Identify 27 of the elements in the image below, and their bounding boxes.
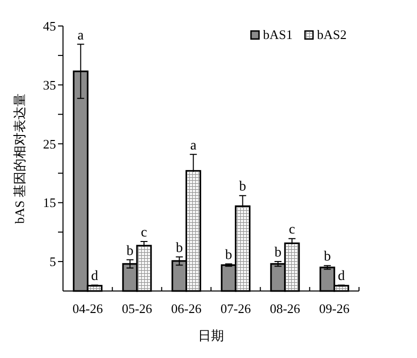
annotation: b bbox=[324, 250, 331, 265]
annotation: b bbox=[274, 246, 282, 261]
y-tick-label: 15 bbox=[43, 195, 56, 210]
annotation: b bbox=[239, 180, 246, 195]
x-tick-label: 06-26 bbox=[171, 301, 202, 316]
x-tick-label: 09-26 bbox=[319, 301, 350, 316]
legend-label: bAS1 bbox=[263, 27, 293, 42]
y-axis-title: bAS 基因的相对表达量 bbox=[12, 93, 27, 224]
y-tick-label: 5 bbox=[50, 254, 56, 270]
x-tick-label: 07-26 bbox=[220, 301, 252, 316]
annotation: c bbox=[288, 222, 296, 238]
y-tick-label: 35 bbox=[43, 77, 56, 92]
x-axis-title: 日期 bbox=[198, 328, 224, 343]
annotation: b bbox=[225, 248, 232, 263]
y-tick-label: 45 bbox=[43, 18, 56, 34]
x-tick-label: 08-26 bbox=[270, 301, 301, 316]
x-tick-label: 04-26 bbox=[72, 301, 104, 316]
legend-label: bAS2 bbox=[317, 27, 347, 42]
annotation: a bbox=[78, 28, 85, 44]
y-tick-label: 25 bbox=[43, 136, 56, 152]
annotation: b bbox=[176, 240, 183, 256]
x-tick-label: 05-26 bbox=[122, 301, 153, 316]
annotation: b bbox=[126, 244, 134, 259]
annotation: c bbox=[140, 226, 148, 241]
annotation: d bbox=[338, 269, 345, 284]
annotation: a bbox=[190, 138, 198, 154]
annotation: d bbox=[91, 269, 98, 284]
